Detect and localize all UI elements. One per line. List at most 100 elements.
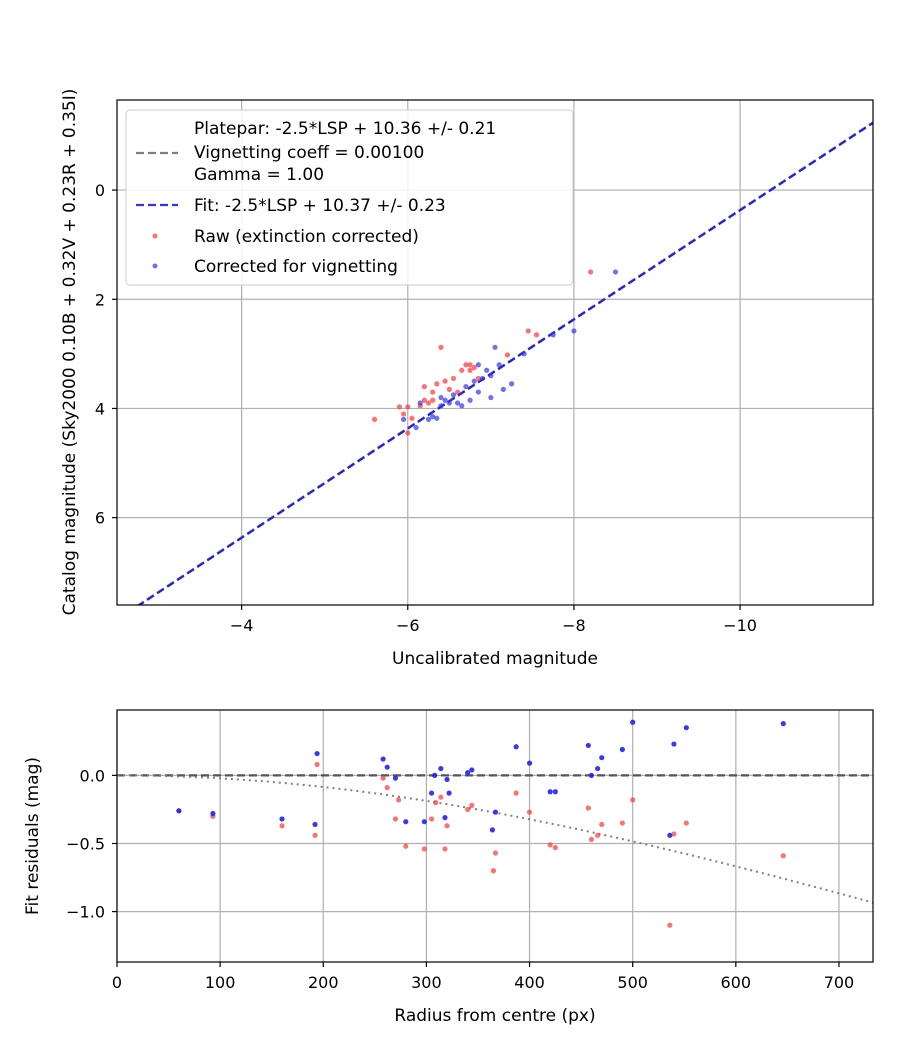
legend-raw-label: Raw (extinction corrected)	[194, 227, 419, 247]
raw-point	[533, 332, 540, 338]
corrected-point	[467, 397, 473, 403]
raw-point	[504, 352, 511, 358]
legend-vignetting-label: Vignetting coeff = 0.00100	[194, 143, 424, 163]
residual-corrected-point	[312, 821, 318, 828]
residual-corrected-point	[403, 819, 409, 825]
residual-corrected-point	[442, 815, 448, 821]
residual-corrected-point	[588, 772, 595, 778]
calibration-plot: −4 −6 −8 −10 0 2 4 6 Uncalibrated magnitude Cat…	[60, 89, 874, 669]
bottom-y-tick-label: −1.0	[66, 903, 105, 922]
corrected-point	[492, 344, 498, 350]
residual-raw-point	[595, 832, 601, 838]
top-y-axis-label: Catalog magnitude (Sky2000 0.10B + 0.32V…	[60, 89, 80, 616]
bottom-grid	[116, 710, 873, 962]
raw-point	[396, 404, 403, 410]
residual-corrected-point	[780, 721, 786, 727]
top-x-tick-label: −4	[230, 616, 254, 635]
raw-point	[459, 367, 465, 373]
residual-raw-point	[671, 831, 677, 837]
top-y-tick-label: 0	[95, 181, 105, 200]
corrected-point	[612, 269, 619, 275]
legend-corrected-marker	[152, 263, 158, 269]
residual-corrected-point	[438, 765, 444, 772]
residual-corrected-point	[465, 770, 471, 776]
residual-corrected-point	[314, 750, 320, 757]
top-y-tick-label: 2	[95, 290, 105, 309]
residual-raw-point	[279, 823, 285, 829]
residual-corrected-point	[432, 772, 438, 778]
residual-raw-point	[433, 800, 439, 806]
top-fit-lines	[136, 121, 873, 605]
corrected-point	[446, 400, 452, 406]
residual-corrected-point	[513, 744, 519, 750]
bottom-x-axis-label: Radius from centre (px)	[394, 1006, 595, 1026]
residual-raw-point	[492, 850, 499, 856]
vignetting-curve	[117, 774, 873, 904]
corrected-point	[401, 416, 407, 422]
bottom-scatter-points	[176, 719, 786, 928]
bottom-x-tick-label: 0	[112, 973, 122, 992]
raw-point	[450, 375, 457, 382]
bottom-x-tick-label: 100	[205, 973, 236, 992]
bottom-x-tick-label: 700	[824, 973, 855, 992]
residual-corrected-point	[619, 746, 625, 753]
raw-point	[405, 430, 411, 436]
raw-point	[430, 389, 436, 395]
raw-point	[463, 362, 469, 368]
residual-raw-point	[619, 820, 625, 826]
residual-raw-point	[683, 820, 689, 826]
residual-raw-point	[428, 816, 435, 822]
corrected-point	[450, 392, 457, 398]
raw-point	[438, 344, 444, 350]
residual-raw-point	[384, 785, 390, 791]
residual-corrected-point	[210, 810, 216, 817]
raw-point	[425, 400, 432, 406]
legend: Platepar: -2.5*LSP + 10.36 +/- 0.21 Vign…	[125, 109, 574, 286]
residual-corrected-point	[428, 790, 435, 796]
residual-corrected-point	[585, 742, 591, 749]
corrected-point	[509, 381, 515, 387]
residual-corrected-point	[667, 832, 673, 838]
corrected-point	[430, 414, 436, 420]
residual-corrected-point	[595, 765, 601, 772]
residual-corrected-point	[176, 808, 182, 814]
residual-corrected-point	[392, 775, 399, 781]
raw-point	[442, 378, 448, 384]
raw-point	[587, 269, 594, 275]
residual-corrected-point	[599, 755, 605, 761]
corrected-point	[500, 386, 506, 392]
corrected-point	[442, 397, 448, 403]
residual-raw-point	[588, 836, 595, 843]
corrected-point	[550, 332, 556, 338]
bottom-x-tick-label: 400	[514, 973, 545, 992]
residual-raw-point	[395, 797, 402, 803]
raw-point	[434, 381, 440, 387]
legend-platepar-label: Platepar: -2.5*LSP + 10.36 +/- 0.21	[194, 119, 496, 139]
residual-corrected-point	[421, 819, 427, 825]
residuals-plot: 0 100 200 300 400 500 600 700 0.0 −0.5 −1.0 Radius…	[23, 709, 874, 1026]
bottom-x-tick-label: 500	[617, 973, 648, 992]
corrected-point	[425, 416, 432, 422]
corrected-point	[438, 403, 444, 409]
top-axis-ticks: −4 −6 −8 −10 0 2 4 6	[95, 181, 757, 635]
residual-raw-point	[552, 844, 558, 851]
legend-corrected-label: Corrected for vignetting	[194, 257, 398, 277]
bottom-x-tick-label: 600	[721, 973, 752, 992]
raw-point	[421, 397, 427, 403]
corrected-point	[455, 400, 461, 406]
corrected-point	[521, 351, 527, 357]
bottom-y-tick-label: 0.0	[80, 766, 105, 785]
legend-gamma-label: Gamma = 1.00	[194, 165, 324, 185]
residual-corrected-point	[489, 827, 496, 833]
raw-point	[446, 386, 452, 392]
top-x-tick-label: −10	[723, 616, 757, 635]
corrected-point	[459, 403, 465, 409]
residual-corrected-point	[526, 760, 533, 766]
residual-raw-point	[599, 821, 605, 828]
raw-point	[467, 362, 473, 368]
residual-raw-point	[780, 853, 786, 859]
raw-point	[401, 411, 407, 417]
bottom-plot-frame	[116, 709, 874, 963]
top-y-tick-label: 4	[95, 399, 105, 418]
